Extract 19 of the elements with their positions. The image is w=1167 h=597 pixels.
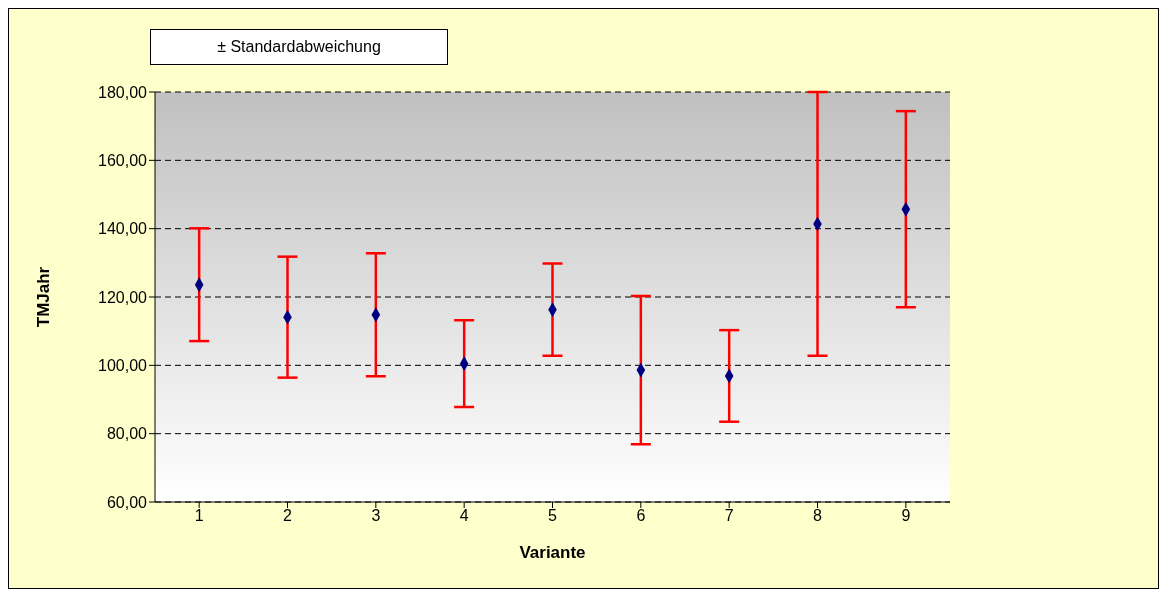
y-tick-label: 160,00 [98, 152, 148, 170]
y-tick-label: 120,00 [98, 288, 148, 306]
y-tick-label: 180,00 [98, 83, 148, 101]
y-axis-title: TMJahr [34, 266, 54, 328]
x-tick-label: 7 [724, 507, 734, 525]
x-tick-label: 4 [459, 507, 469, 525]
y-tick-label: 100,00 [98, 357, 148, 375]
x-tick-label: 3 [371, 507, 381, 525]
x-tick-label: 6 [636, 507, 646, 525]
x-tick-label: 5 [548, 507, 558, 525]
x-tick-label: 2 [283, 507, 293, 525]
x-axis-title: Variante [519, 543, 586, 562]
x-tick-label: 8 [813, 507, 823, 525]
x-tick-label: 9 [901, 507, 911, 525]
x-tick-label: 1 [194, 507, 204, 525]
text: ± Standardabweichung [150, 29, 448, 65]
y-tick-label: 60,00 [106, 493, 148, 511]
y-tick-label: 140,00 [98, 220, 148, 238]
y-tick-label: 80,00 [106, 425, 148, 443]
